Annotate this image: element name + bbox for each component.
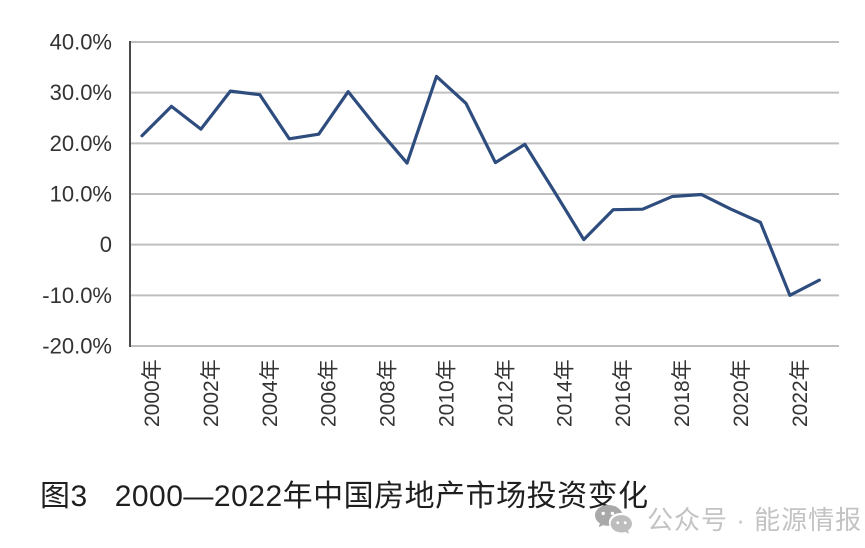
figure-caption: 图3 2000—2022年中国房地产市场投资变化	[40, 471, 649, 515]
line-chart-svg: 40.0% 30.0% 20.0% 10.0% 0 -10.0% -20.0% 2000年 20…	[42, 30, 839, 427]
x-axis-tick-label: 2022年	[789, 359, 812, 427]
y-axis-tick-label: 30.0%	[50, 80, 112, 105]
y-axis-tick-label: 10.0%	[50, 182, 112, 207]
data-series-line	[140, 74, 821, 297]
x-axis-tick-label: 2020年	[730, 359, 753, 427]
x-axis-tick-label: 2008年	[377, 359, 400, 427]
x-axis-tick-label: 2014年	[553, 359, 576, 427]
y-axis-tick-label: -10.0%	[42, 283, 112, 308]
x-axis-tick-label: 2006年	[318, 359, 341, 427]
y-axis-tick-label: 20.0%	[50, 131, 112, 156]
x-axis-tick-label: 2000年	[141, 359, 164, 427]
watermark-text: 公众号 · 能源情报	[647, 505, 863, 535]
x-axis-tick-label: 2012年	[494, 359, 517, 427]
investment-line-chart: 40.0% 30.0% 20.0% 10.0% 0 -10.0% -20.0% 2000年 20…	[42, 30, 839, 427]
y-axis-tick-label: 40.0%	[50, 30, 112, 55]
x-axis-tick-label: 2004年	[259, 359, 282, 427]
x-axis-tick-label: 2010年	[436, 359, 459, 427]
figure-number-label: 图3	[40, 480, 88, 513]
wechat-icon	[595, 504, 632, 534]
x-axis-tick-label: 2002年	[200, 359, 223, 427]
y-axis-tick-label: 0	[100, 232, 112, 257]
x-axis-tick-label: 2016年	[612, 359, 635, 427]
x-axis-tick-label: 2018年	[671, 359, 694, 427]
y-axis-tick-label: -20.0%	[42, 334, 112, 359]
watermark: 公众号 · 能源情报	[594, 500, 862, 537]
figure-title: 2000—2022年中国房地产市场投资变化	[114, 480, 649, 513]
